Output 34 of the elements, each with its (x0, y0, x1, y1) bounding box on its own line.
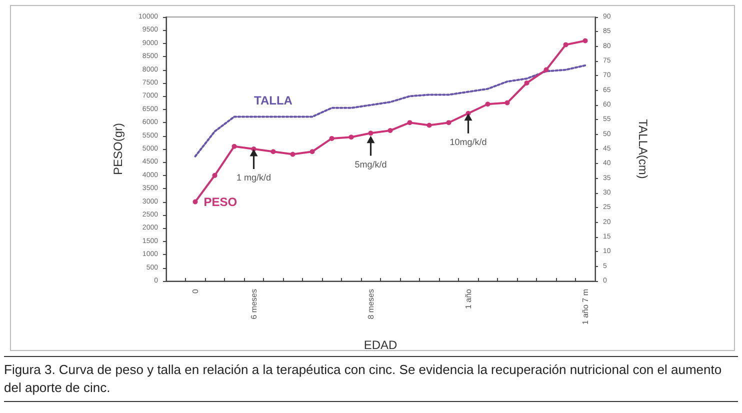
annotation: 5mg/k/d (354, 159, 387, 170)
point (310, 149, 315, 154)
point (270, 149, 276, 154)
annotation: 10mg/k/d (450, 136, 487, 147)
x-tick-label: 8 meses (366, 289, 376, 320)
x-tick-label: 6 meses (249, 289, 258, 320)
point (485, 102, 490, 107)
point (192, 199, 198, 204)
point (388, 128, 393, 134)
point (212, 172, 218, 178)
point (368, 130, 374, 136)
point (407, 120, 412, 126)
text: Figura 3. Curva de peso y talla en relación a la terapéutica con cinc. Se evidencia la recuperación nutricional con el aumento del aporte de cinc. (4, 361, 723, 397)
line-series (194, 64, 586, 158)
point (544, 67, 549, 72)
x-tick-label: 1 año 7 m (580, 288, 590, 325)
point (426, 122, 432, 128)
point (524, 80, 530, 86)
x-tick-label: 1 año (464, 288, 473, 310)
annotation: 1 mg/k/d (236, 172, 272, 182)
point (563, 42, 568, 48)
x-tick-label: 0 (190, 288, 200, 294)
x-axis-title: EDAD (364, 338, 398, 352)
point (348, 134, 354, 140)
series-label: TALLA (254, 94, 293, 108)
point (446, 120, 452, 126)
point (582, 38, 588, 44)
series-label: PESO (204, 194, 238, 209)
point (232, 144, 237, 149)
point (329, 136, 334, 141)
point (290, 152, 296, 157)
y2-axis-title: TALLA(cm) (636, 119, 650, 179)
y-axis-title: PESO(gr) (111, 122, 125, 176)
point (504, 100, 510, 106)
